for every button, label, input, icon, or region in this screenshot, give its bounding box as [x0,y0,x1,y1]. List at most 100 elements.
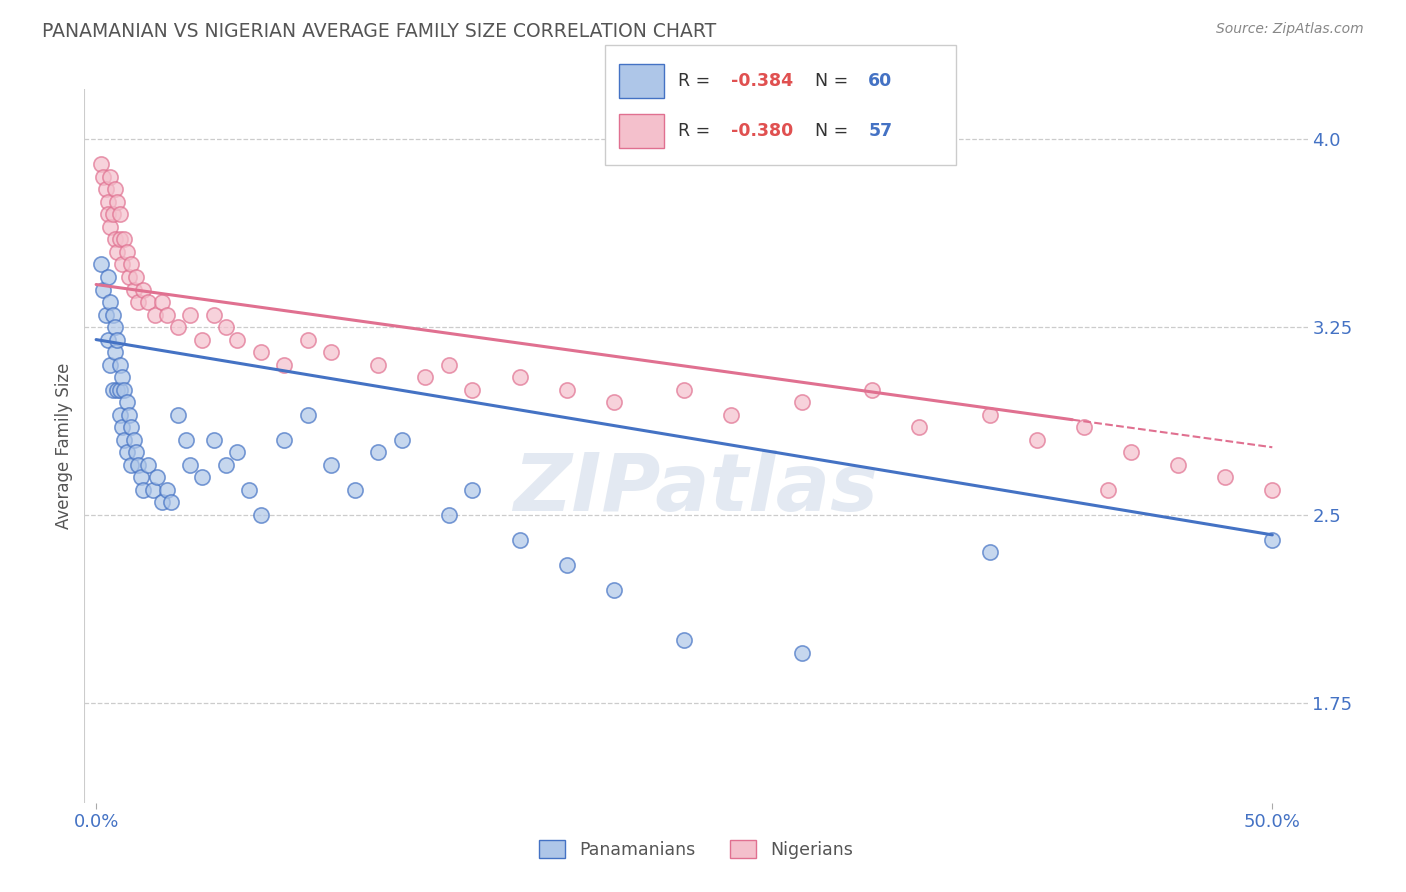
Point [509,370,531,384]
Point [122,283,145,297]
Point [321,458,343,472]
Point [202,433,225,447]
Point [108,408,131,422]
Point [673,383,696,397]
Point [129,470,152,484]
Point [321,345,343,359]
Point [111,420,134,434]
Point [136,295,159,310]
Point [90,257,112,271]
Point [979,408,1001,422]
Point [112,383,135,397]
Point [127,458,149,472]
Point [297,408,319,422]
Point [156,483,179,497]
Point [979,545,1001,559]
Text: -0.384: -0.384 [731,71,793,90]
Point [105,383,128,397]
Text: 57: 57 [868,122,893,140]
Point [461,383,484,397]
Point [91,169,114,184]
Point [104,182,127,196]
Text: Source: ZipAtlas.com: Source: ZipAtlas.com [1216,22,1364,37]
Point [156,308,179,322]
Point [367,445,389,459]
Point [98,169,121,184]
Point [179,308,201,322]
Legend: Panamanians, Nigerians: Panamanians, Nigerians [533,833,859,865]
Point [226,333,249,347]
Point [108,358,131,372]
Point [120,420,142,434]
Point [273,433,295,447]
Point [602,582,624,597]
Point [143,308,166,322]
Point [115,445,138,459]
Point [132,483,155,497]
Point [343,483,366,497]
Point [1097,483,1119,497]
Point [127,295,149,310]
Point [120,257,142,271]
Point [367,358,389,372]
Point [273,358,295,372]
Point [105,244,128,259]
Point [101,308,124,322]
Point [104,320,127,334]
Point [790,395,813,409]
Text: -0.380: -0.380 [731,122,793,140]
Point [146,470,169,484]
Point [115,244,138,259]
Text: R =: R = [678,71,716,90]
Point [132,283,155,297]
Point [111,257,134,271]
Point [860,383,883,397]
Point [108,383,131,397]
Text: N =: N = [815,71,855,90]
Point [105,333,128,347]
Point [97,333,120,347]
Point [122,433,145,447]
Point [179,458,201,472]
Point [297,333,319,347]
Point [104,232,127,246]
Point [1213,470,1236,484]
Point [97,270,120,285]
Point [1026,433,1049,447]
Point [391,433,413,447]
Point [136,458,159,472]
Point [98,358,121,372]
Point [105,194,128,209]
Point [191,333,214,347]
Point [1073,420,1095,434]
Point [415,370,437,384]
Point [104,345,127,359]
Point [142,483,165,497]
Point [790,646,813,660]
Point [111,370,134,384]
Point [118,408,141,422]
Point [97,194,120,209]
Point [150,495,173,509]
Point [555,383,578,397]
Point [509,533,531,547]
Point [437,358,460,372]
Text: 60: 60 [868,71,893,90]
Point [673,633,696,648]
Point [112,433,135,447]
Point [108,232,131,246]
Text: N =: N = [815,122,855,140]
Point [1121,445,1143,459]
Point [160,495,183,509]
Point [908,420,931,434]
Point [191,470,214,484]
Point [97,207,120,221]
Point [94,182,117,196]
Point [461,483,484,497]
Point [214,458,236,472]
Point [1261,533,1284,547]
Text: R =: R = [678,122,716,140]
Point [120,458,142,472]
Point [150,295,173,310]
Text: PANAMANIAN VS NIGERIAN AVERAGE FAMILY SIZE CORRELATION CHART: PANAMANIAN VS NIGERIAN AVERAGE FAMILY SI… [42,22,717,41]
